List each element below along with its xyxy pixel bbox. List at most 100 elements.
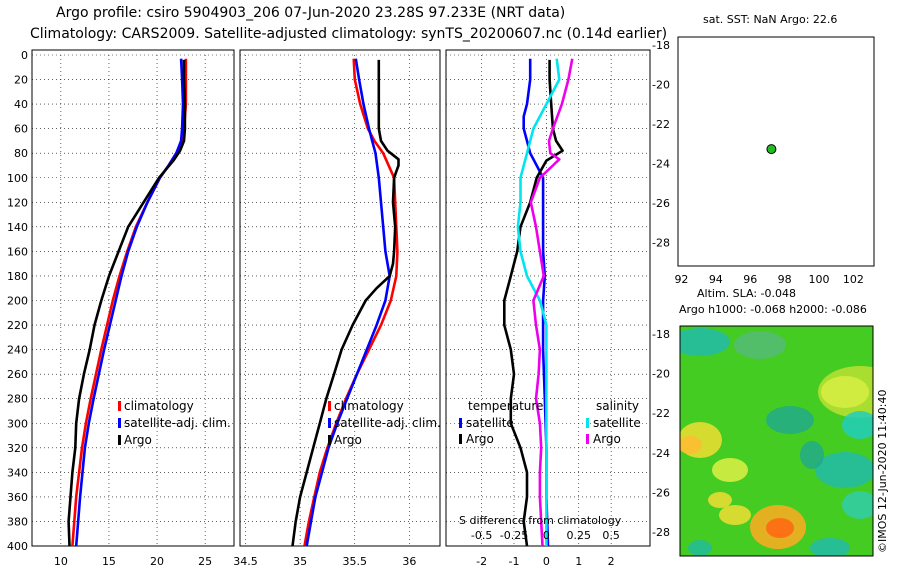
s-diff-tick--0.5: -0.5 <box>471 529 492 542</box>
sla-blob <box>766 518 794 538</box>
sla-blob <box>712 458 748 482</box>
sla-blob <box>688 540 712 556</box>
chart-title-line2: Climatology: CARS2009. Satellite-adjuste… <box>30 26 668 42</box>
depth-tick-240: 240 <box>7 344 28 357</box>
depth-tick-200: 200 <box>7 295 28 308</box>
depth-tick-180: 180 <box>7 270 28 283</box>
s-diff-tick-0.5: 0.5 <box>602 529 620 542</box>
imos-timestamp: ©IMOS 12-Jun-2020 11:40:40 <box>876 389 889 553</box>
sla-lat-tick--18: -18 <box>652 328 670 341</box>
sla-blob <box>680 328 730 356</box>
salinity-legend-swatch <box>328 418 331 428</box>
legend-salinity-title: salinity <box>596 399 639 413</box>
diff-legend-swatch <box>459 418 462 428</box>
diff-line-salinity-satellite <box>516 58 561 546</box>
sla-lat-tick--22: -22 <box>652 407 670 420</box>
panel-frame-1 <box>31 49 235 547</box>
sst-lon-tick-92: 92 <box>674 273 688 286</box>
sla-blob <box>821 376 869 408</box>
depth-tick-80: 80 <box>14 147 28 160</box>
depth-tick-60: 60 <box>14 123 28 136</box>
sla-map-frame <box>679 325 874 557</box>
salinity-tick-34.5: 34.5 <box>233 555 258 568</box>
salinity-line-satellite-adj-clim- <box>305 58 392 547</box>
diff-tick-0: 0 <box>543 555 550 568</box>
depth-tick-160: 160 <box>7 245 28 258</box>
diff-legend-temp-label: Argo <box>466 432 494 446</box>
depth-tick-20: 20 <box>14 74 28 87</box>
temperature-legend-label: satellite-adj. clim. <box>124 416 231 430</box>
diff-tick--1: -1 <box>509 555 520 568</box>
salinity-tick-36: 36 <box>402 555 416 568</box>
diff-tick-1: 1 <box>575 555 582 568</box>
temperature-tick-15: 15 <box>102 555 116 568</box>
sst-title: sat. SST: NaN Argo: 22.6 <box>703 13 837 26</box>
sla-title: Altim. SLA: -0.048 <box>697 287 796 300</box>
panel-frames <box>31 36 875 557</box>
diff-line-temperature-satellite <box>522 58 550 547</box>
legend-temperature-title: temperature <box>468 399 543 413</box>
sst-lat-tick--18: -18 <box>652 39 670 52</box>
salinity-legend-swatch <box>328 401 331 411</box>
diff-legend-swatch <box>586 434 589 444</box>
sla-blob <box>734 331 786 359</box>
temperature-legend-swatch <box>118 435 121 445</box>
temperature-tick-25: 25 <box>198 555 212 568</box>
depth-tick-400: 400 <box>7 540 28 553</box>
sla-lat-tick--28: -28 <box>652 526 670 539</box>
temperature-legend-swatch <box>118 418 121 428</box>
diff-line-salinity-argo <box>529 58 574 547</box>
temperature-legend-label: Argo <box>124 433 152 447</box>
sla-blob <box>708 492 732 508</box>
sst-lon-tick-102: 102 <box>843 273 864 286</box>
chart-title-line1: Argo profile: csiro 5904903_206 07-Jun-2… <box>56 5 566 21</box>
s-diff-tick-0: 0 <box>543 529 550 542</box>
sst-lon-tick-94: 94 <box>709 273 723 286</box>
diff-legend-sal-label: Argo <box>593 432 621 446</box>
diff-legend-temp-label: satellite <box>466 416 514 430</box>
argo-location-marker <box>766 144 777 155</box>
diff-tick--2: -2 <box>476 555 487 568</box>
altimetry-heatmap <box>680 326 873 556</box>
sla-blob <box>842 411 873 439</box>
temperature-tick-20: 20 <box>150 555 164 568</box>
diff-tick-2: 2 <box>608 555 615 568</box>
depth-tick-140: 140 <box>7 221 28 234</box>
salinity-tick-35.5: 35.5 <box>343 555 368 568</box>
depth-tick-260: 260 <box>7 368 28 381</box>
depth-tick-100: 100 <box>7 172 28 185</box>
sla-blob <box>766 406 814 434</box>
diff-line-temperature-argo <box>502 59 564 547</box>
depth-tick-280: 280 <box>7 393 28 406</box>
sst-lat-tick--20: -20 <box>652 78 670 91</box>
sst-lat-tick--22: -22 <box>652 118 670 131</box>
temperature-legend-label: climatology <box>124 399 194 413</box>
salinity-legend-label: Argo <box>334 433 362 447</box>
sst-lon-tick-100: 100 <box>808 273 829 286</box>
sst-lat-tick--26: -26 <box>652 197 670 210</box>
sla-blob <box>842 491 873 519</box>
temperature-line-argo <box>67 59 187 547</box>
sst-lat-tick--24: -24 <box>652 157 670 170</box>
h1000-h2000-label: Argo h1000: -0.068 h2000: -0.086 <box>679 303 867 316</box>
sla-blob <box>810 538 850 556</box>
depth-tick-380: 380 <box>7 515 28 528</box>
sla-blob <box>680 436 702 454</box>
diff-legend-swatch <box>459 434 462 444</box>
s-diff-tick-0.25: 0.25 <box>567 529 592 542</box>
sla-lat-tick--26: -26 <box>652 487 670 500</box>
sla-blob <box>815 452 873 488</box>
depth-tick-40: 40 <box>14 98 28 111</box>
depth-tick-120: 120 <box>7 196 28 209</box>
depth-tick-300: 300 <box>7 417 28 430</box>
sst-lon-tick-96: 96 <box>743 273 757 286</box>
s-difference-label: S difference from climatology <box>459 514 622 527</box>
sst-lat-tick--28: -28 <box>652 236 670 249</box>
depth-tick-320: 320 <box>7 442 28 455</box>
temperature-line-satellite-adj-clim- <box>74 58 185 547</box>
salinity-line-argo <box>291 59 400 547</box>
panel-frame-3 <box>445 49 651 547</box>
depth-tick-360: 360 <box>7 491 28 504</box>
depth-tick-340: 340 <box>7 466 28 479</box>
